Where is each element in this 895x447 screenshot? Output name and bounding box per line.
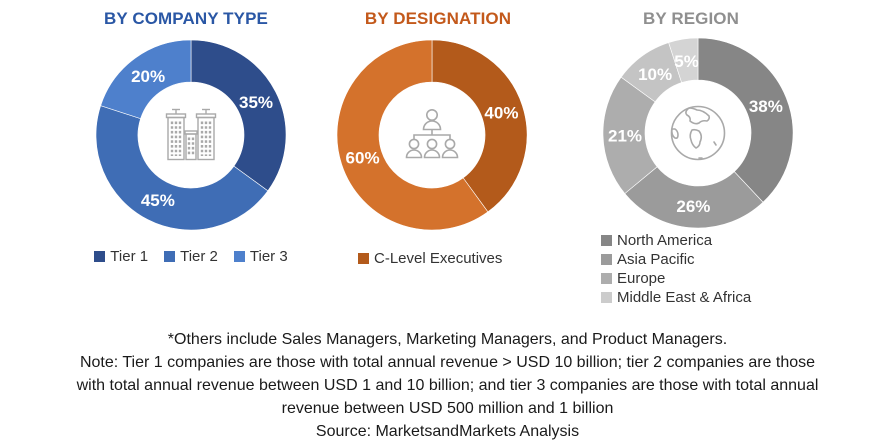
company-type-legend: Tier 1 Tier 2 Tier 3 (46, 248, 336, 265)
org-chart-icon (405, 109, 459, 159)
legend-label: Tier 3 (249, 248, 288, 265)
legend-swatch (233, 251, 245, 262)
legend-label: C-Level Executives (374, 250, 503, 267)
donut-segment (96, 105, 269, 230)
legend-label: North America (617, 232, 713, 249)
legend-label: Europe (617, 270, 666, 287)
chart-title-designation: BY DESIGNATION (364, 9, 512, 28)
data-label: 60% (346, 149, 380, 168)
data-label: 10% (638, 65, 672, 84)
data-label: 35% (239, 93, 273, 112)
legend-swatch (601, 292, 612, 303)
globe-icon (670, 105, 726, 161)
data-label: 20% (131, 67, 165, 86)
legend-label: Tier 1 (110, 248, 149, 265)
donut-segment (100, 40, 192, 119)
donut-segment (624, 166, 764, 228)
legend-item: Tier 1 (94, 248, 148, 265)
region-legend: North America Asia Pacific Europe Middle… (601, 231, 751, 307)
legend-swatch (94, 251, 106, 262)
legend-label: Tier 2 (180, 248, 218, 265)
footnote-block: *Others include Sales Managers, Marketin… (0, 328, 895, 443)
donut-segment (190, 40, 286, 192)
legend-item: Asia Pacific (601, 250, 751, 269)
legend-item: Tier 2 (164, 248, 218, 265)
legend-swatch (164, 251, 176, 262)
data-label: 5% (674, 52, 699, 71)
donut-segment (697, 38, 793, 203)
footnote-source: Source: MarketsandMarkets Analysis (315, 423, 580, 440)
legend-item: North America (601, 231, 751, 250)
legend-swatch (601, 235, 612, 246)
buildings-icon (165, 108, 217, 161)
legend-item: Middle East & Africa (601, 288, 751, 307)
data-label: 45% (141, 191, 175, 210)
data-label: 21% (608, 126, 642, 145)
footnote-note-line3: revenue between USD 500 million and 1 bi… (281, 400, 614, 417)
donut-segment (431, 40, 527, 213)
donut-chart-company-type: 35% 45% 20% (96, 40, 286, 230)
donut-chart-region: 38% 26% 21% 10%5% (603, 38, 793, 228)
data-label: 40% (484, 103, 518, 122)
footnote-note-line1: Note: Tier 1 companies are those with to… (79, 354, 816, 371)
legend-label: Middle East & Africa (617, 289, 752, 306)
donut-segment (668, 38, 699, 83)
legend-label: Asia Pacific (617, 251, 695, 268)
designation-legend: C-Level Executives (358, 250, 502, 267)
legend-item: C-Level Executives (358, 250, 502, 267)
data-label: 38% (749, 97, 783, 116)
donut-chart-designation: 40% 60% (337, 40, 527, 230)
chart-title-region: BY REGION (643, 9, 739, 28)
donut-segment (337, 40, 489, 230)
legend-swatch (601, 254, 612, 265)
legend-swatch (601, 273, 612, 284)
footnote-note-line2: with total annual revenue between USD 1 … (76, 377, 819, 394)
legend-item: Europe (601, 269, 751, 288)
chart-title-company-type: BY COMPANY TYPE (104, 9, 268, 28)
data-label: 26% (676, 197, 710, 216)
footnote-others: *Others include Sales Managers, Marketin… (167, 331, 728, 348)
legend-swatch (358, 253, 369, 264)
legend-item: Tier 3 (233, 248, 288, 265)
